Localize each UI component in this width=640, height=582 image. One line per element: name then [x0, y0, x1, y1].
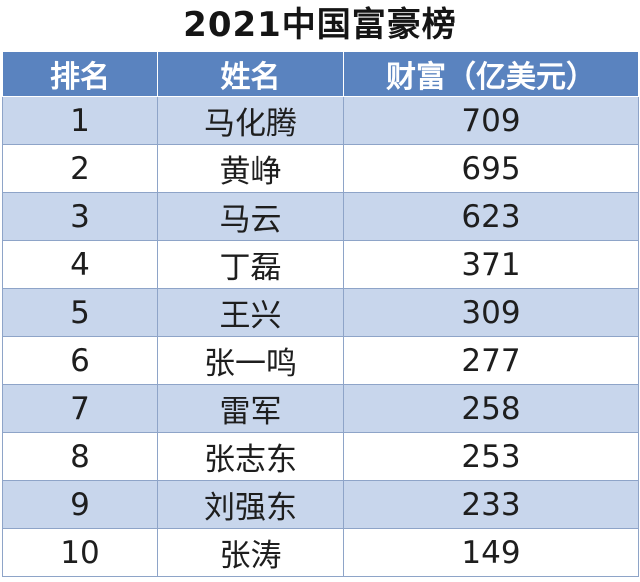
- wealth-cell: 233: [343, 480, 639, 529]
- header-wealth: 财富（亿美元）: [343, 51, 639, 97]
- name-cell: 马化腾: [157, 96, 344, 145]
- wealth-cell: 623: [343, 192, 639, 241]
- table-row: 9 刘强东 233: [2, 480, 639, 529]
- rank-cell: 3: [2, 192, 158, 241]
- header-name: 姓名: [157, 51, 344, 97]
- name-cell: 马云: [157, 192, 344, 241]
- name-cell: 张志东: [157, 432, 344, 481]
- wealth-cell: 709: [343, 96, 639, 145]
- rank-cell: 6: [2, 336, 158, 385]
- name-cell: 张涛: [157, 528, 344, 577]
- wealth-cell: 309: [343, 288, 639, 337]
- table-row: 5 王兴 309: [2, 288, 639, 337]
- wealth-cell: 277: [343, 336, 639, 385]
- table-row: 2 黄峥 695: [2, 144, 639, 193]
- wealth-cell: 695: [343, 144, 639, 193]
- rank-cell: 10: [2, 528, 158, 577]
- ranking-table-container: 排名 姓名 财富（亿美元） 1 马化腾 709 2 黄峥 695 3 马云 62…: [2, 51, 639, 577]
- table-row: 8 张志东 253: [2, 432, 639, 481]
- wealth-cell: 371: [343, 240, 639, 289]
- page-title: 2021中国富豪榜: [183, 5, 457, 45]
- rank-cell: 5: [2, 288, 158, 337]
- ranking-table: 排名 姓名 财富（亿美元） 1 马化腾 709 2 黄峥 695 3 马云 62…: [2, 51, 639, 577]
- name-cell: 丁磊: [157, 240, 344, 289]
- table-row: 7 雷军 258: [2, 384, 639, 433]
- rank-cell: 1: [2, 96, 158, 145]
- rank-cell: 8: [2, 432, 158, 481]
- header-rank: 排名: [2, 51, 158, 97]
- rank-cell: 7: [2, 384, 158, 433]
- wealth-cell: 253: [343, 432, 639, 481]
- header-row: 排名 姓名 财富（亿美元）: [2, 51, 639, 97]
- rank-cell: 9: [2, 480, 158, 529]
- rank-cell: 2: [2, 144, 158, 193]
- name-cell: 刘强东: [157, 480, 344, 529]
- name-cell: 张一鸣: [157, 336, 344, 385]
- table-row: 10 张涛 149: [2, 528, 639, 577]
- table-row: 6 张一鸣 277: [2, 336, 639, 385]
- table-row: 1 马化腾 709: [2, 96, 639, 145]
- table-row: 3 马云 623: [2, 192, 639, 241]
- table-row: 4 丁磊 371: [2, 240, 639, 289]
- name-cell: 王兴: [157, 288, 344, 337]
- name-cell: 雷军: [157, 384, 344, 433]
- wealth-cell: 149: [343, 528, 639, 577]
- name-cell: 黄峥: [157, 144, 344, 193]
- rank-cell: 4: [2, 240, 158, 289]
- wealth-cell: 258: [343, 384, 639, 433]
